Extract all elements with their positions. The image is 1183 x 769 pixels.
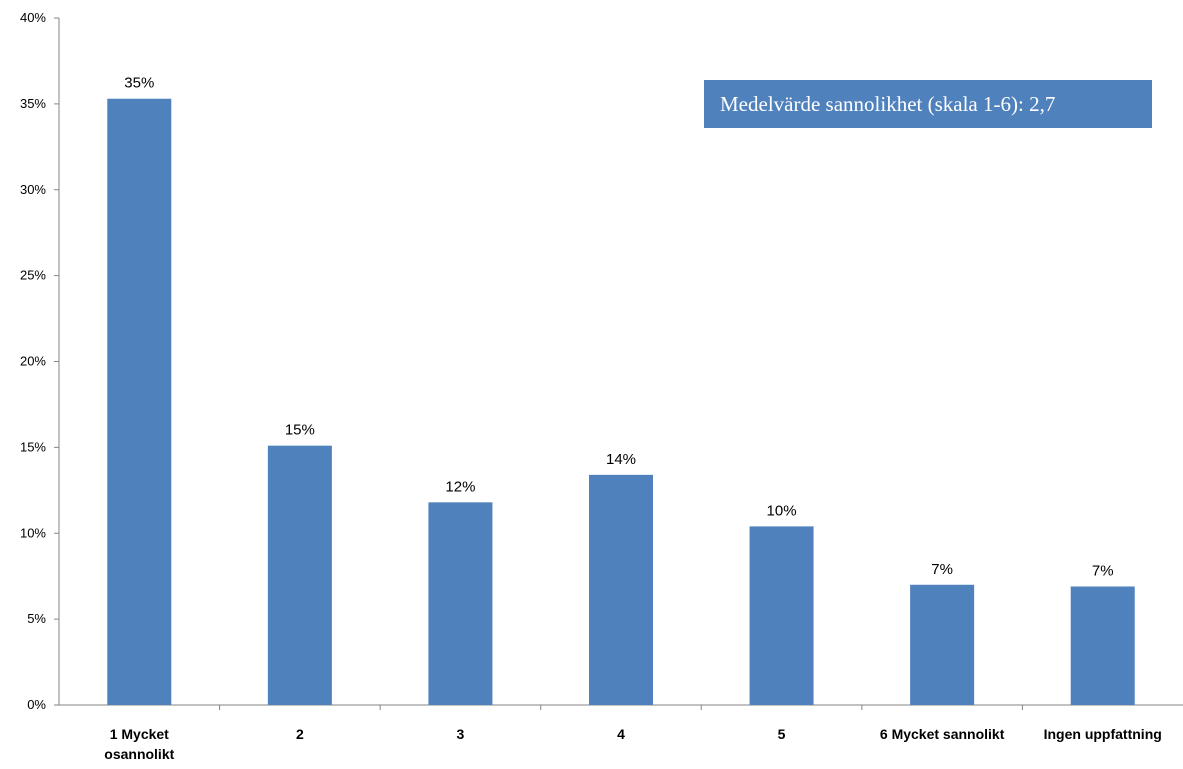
x-tick-label: Ingen uppfattning bbox=[1044, 726, 1162, 742]
labels: 35% 1 Mycket osannolikt 15% 2 12% 3 14% 4 10% 5 7% 6… bbox=[104, 75, 1162, 762]
bar bbox=[749, 526, 814, 705]
y-tick-label: 10% bbox=[20, 525, 46, 540]
bars bbox=[107, 98, 1135, 705]
y-tick-label: 40% bbox=[20, 10, 46, 25]
data-label: 35% bbox=[124, 75, 154, 92]
x-tick-label: 5 bbox=[778, 726, 786, 742]
y-tick-label: 0% bbox=[27, 697, 46, 712]
bar bbox=[1070, 586, 1135, 705]
x-tick-label: 6 Mycket sannolikt bbox=[880, 726, 1005, 742]
y-tick-label: 15% bbox=[20, 439, 46, 454]
bar bbox=[107, 98, 172, 705]
x-tick-label: 3 bbox=[457, 726, 465, 742]
data-label: 10% bbox=[767, 502, 797, 519]
bar bbox=[589, 474, 653, 705]
bar bbox=[910, 584, 975, 705]
data-label: 12% bbox=[445, 478, 475, 495]
y-tick-label: 30% bbox=[20, 182, 46, 197]
y-tick-label: 35% bbox=[20, 96, 46, 111]
bar bbox=[267, 445, 332, 705]
data-label: 15% bbox=[285, 422, 315, 439]
y-tick-label: 5% bbox=[27, 611, 46, 626]
x-tick-label: osannolikt bbox=[104, 746, 174, 762]
y-tick-label: 25% bbox=[20, 268, 46, 283]
bar bbox=[428, 502, 493, 705]
data-label: 14% bbox=[606, 451, 636, 468]
y-tick-label: 20% bbox=[20, 354, 46, 369]
data-label: 7% bbox=[931, 561, 953, 578]
x-tick-label: 4 bbox=[617, 726, 625, 742]
mean-annotation-box: Medelvärde sannolikhet (skala 1-6): 2,7 bbox=[704, 80, 1152, 128]
x-tick-label: 1 Mycket bbox=[110, 726, 169, 742]
axes: 0% 5% 10% 15% 20% 25% 30% 35% 40% bbox=[20, 10, 1183, 712]
x-tick-label: 2 bbox=[296, 726, 304, 742]
data-label: 7% bbox=[1092, 562, 1114, 579]
